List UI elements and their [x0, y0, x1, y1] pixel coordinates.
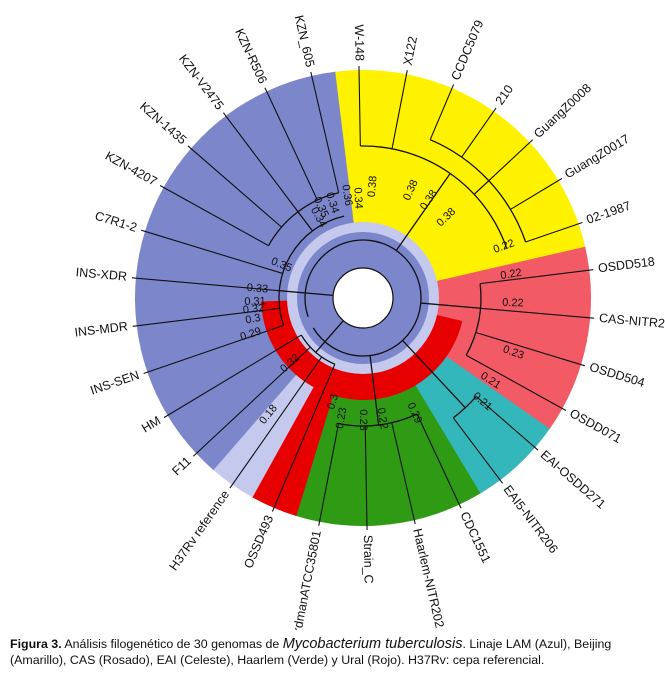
figure-caption: Figura 3. Análisis filogenético de 30 ge…: [10, 636, 660, 668]
leaf-branch: [480, 269, 594, 285]
leaf-lines: [131, 66, 595, 530]
leaf-label: KZN-V2475: [176, 52, 227, 113]
leaf-label: EAI5-NITR206: [501, 483, 561, 556]
branch-length-label: 0.22: [502, 297, 524, 310]
leaf-branch: [222, 112, 299, 213]
internal-branch-stem: [297, 211, 313, 232]
caption-text-before: Análisis filogenético de 30 genomas de: [61, 637, 283, 651]
leaf-branch: [264, 87, 318, 201]
inner-rings: [261, 222, 463, 400]
leaf-branch: [525, 221, 583, 243]
internal-branch-stem: [402, 339, 466, 409]
leaf-label: OSSD493: [241, 513, 276, 570]
caption-species: Mycobacterium tuberculosis: [282, 636, 463, 652]
leaf-branch: [510, 178, 563, 210]
leaf-label: CDC1551: [457, 510, 493, 566]
internal-branch-arc: [278, 215, 345, 326]
leaf-branch: [310, 71, 340, 193]
leaf-label: OSDD071: [567, 406, 624, 446]
leaf-branch: [132, 307, 280, 327]
leaf-label: GuangZ0017: [562, 132, 632, 182]
leaf-branch: [364, 425, 368, 530]
branch-length-label: 0.38: [366, 175, 380, 197]
leaf-label: F11: [169, 454, 194, 478]
leaf-label: 02-1987: [585, 199, 633, 227]
branch-length-label: 0.3: [244, 312, 261, 327]
leaf-label: KZN-R506: [232, 26, 270, 85]
branch-length-label: 0.23: [357, 409, 369, 430]
branch-length-label: 0.31: [244, 295, 266, 308]
internal-branch-stem: [420, 302, 481, 309]
leaf-branch: [416, 413, 462, 509]
leaf-label: C7R1-2: [93, 209, 138, 235]
leaf-label: KZN_605: [292, 14, 318, 69]
branch-length-label: 0.36: [339, 184, 354, 207]
leaf-branch: [229, 356, 323, 489]
leaf-label: INS-XDR: [75, 265, 127, 283]
leaf-label: 210: [493, 82, 516, 107]
leaf-branch: [318, 423, 340, 526]
leaf-branch: [163, 334, 302, 418]
leaf-label: H37Rv reference: [167, 488, 233, 573]
leaf-label: X122: [401, 35, 420, 66]
leaf-branch: [192, 346, 311, 457]
clade-sector: [335, 70, 384, 298]
leaf-branch: [159, 185, 269, 247]
leaf-branch: [452, 417, 504, 484]
internal-branch-stem: [279, 290, 334, 297]
branch-length-label: 0.23: [334, 407, 350, 430]
leaf-branch: [271, 364, 336, 512]
internal-branch-stem: [315, 320, 344, 353]
internal-branch-stem: [395, 173, 451, 251]
internal-branch-stem: [369, 355, 380, 426]
leaf-branch: [475, 395, 539, 451]
leaf-branch: [488, 139, 534, 182]
leaf-label: INS-MDR: [74, 319, 129, 339]
caption-text-after: . Linaje LAM (Azul), Beijing (Amarillo),…: [10, 637, 612, 667]
leaf-label: KZN-1435: [137, 99, 189, 147]
leaf-label: GuangZ0008: [531, 81, 594, 141]
leaf-branch: [187, 145, 282, 228]
leaf-branch: [465, 354, 567, 411]
internal-branch-arc: [465, 283, 482, 356]
leaf-branch: [391, 422, 416, 525]
caption-title: Figura 3.: [10, 637, 62, 651]
branch-length-label: 0.3: [325, 393, 341, 411]
leaf-label: ErdmanATCC35801: [289, 529, 324, 630]
leaf-branch: [461, 107, 497, 158]
branch-length-label: 0.33: [246, 282, 268, 296]
internal-branch-arc: [304, 239, 422, 357]
leaf-branch: [358, 66, 361, 147]
leaf-label: OSDD504: [588, 360, 647, 390]
leaf-branch: [391, 70, 408, 149]
leaf-label: Haarlem-NITR202: [410, 527, 446, 629]
branch-length-label: 0.34: [351, 187, 364, 209]
leaf-branch: [429, 84, 455, 140]
branch-length-label: 0.22: [500, 267, 523, 282]
tree-branches: [267, 139, 527, 427]
leaf-label: EAI-OSDD271: [538, 448, 609, 512]
leaf-branch: [480, 307, 595, 319]
leaf-label: HM: [139, 413, 163, 435]
leaf-label: Strain_C: [361, 535, 376, 584]
leaf-branch: [131, 277, 280, 292]
phylogenetic-tree: 0.340.350.340.360.340.38 0.380.380.380.22…: [74, 14, 665, 630]
internal-branch-stem: [473, 180, 490, 195]
leaf-label: OSDD518: [597, 255, 655, 276]
leaf-label: INS-SEN: [88, 368, 140, 398]
leaf-label: CAS-NITR204: [599, 311, 665, 332]
leaf-label: KZN-4207: [103, 149, 160, 189]
leaf-label: CCDC5079: [449, 18, 487, 82]
leaf-label: W-148: [352, 24, 367, 61]
clade-sector: [342, 298, 391, 527]
center-hub: [332, 267, 394, 329]
leaf-branch: [140, 229, 283, 274]
leaf-branch: [143, 324, 284, 375]
leaf-branch: [475, 331, 586, 367]
branch-length-label: 0.22: [375, 407, 390, 430]
branch-length-label: 0.32: [242, 302, 265, 316]
